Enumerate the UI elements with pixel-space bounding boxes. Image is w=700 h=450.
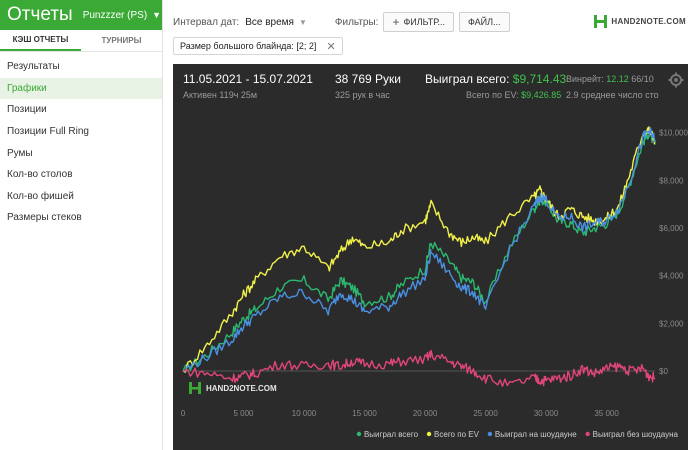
chart-watermark (189, 382, 201, 394)
file-button[interactable]: ФАЙЛ... (459, 12, 510, 32)
watermark-logo-icon (189, 382, 192, 394)
series-line-2 (183, 127, 656, 372)
watermark-logo-icon (198, 382, 201, 394)
ev-value: $9,426.85 (521, 90, 562, 100)
x-tick-label: 35 000 (594, 409, 619, 418)
sidebar: Отчеты Punzzzer (PS) ▼ КЭШ ОТЧЕТЫ ТУРНИР… (0, 0, 163, 450)
legend-dot (356, 431, 362, 437)
tab-tournaments[interactable]: ТУРНИРЫ (101, 36, 142, 45)
chevron-down-icon: ▼ (152, 10, 162, 20)
brand-bar: Отчеты Punzzzer (PS) ▼ (0, 0, 162, 30)
x-tick-label: 15 000 (352, 409, 377, 418)
winrate-tail: 66/10 (631, 74, 654, 84)
sidebar-item-results[interactable]: Результаты (7, 61, 60, 73)
winrate: Винрейт: 12.12 66/10 (566, 74, 654, 84)
series-line-3 (182, 349, 656, 387)
legend-label: Всего по EV (434, 430, 480, 439)
file-button-label: ФАЙЛ... (468, 17, 501, 27)
sidebar-item-positions[interactable]: Позиции (7, 104, 47, 116)
interval-label: Интервал дат: (173, 16, 240, 28)
filter-button[interactable]: + ФИЛЬТР... (383, 12, 454, 32)
date-range: 11.05.2021 - 15.07.2021 (183, 72, 313, 86)
series-line-0 (182, 131, 656, 372)
legend-label: Выиграл без шоудауна (593, 430, 679, 439)
winrate-label: Винрейт: (566, 74, 604, 84)
x-tick-label: 30 000 (534, 409, 559, 418)
avg-players: 2.9 среднее число сто (566, 90, 659, 100)
filters-label: Фильтры: (334, 16, 379, 28)
app-title: Отчеты (7, 4, 73, 25)
sidebar-item-table-count[interactable]: Кол-во столов (7, 169, 73, 181)
tab-cash-reports[interactable]: КЭШ ОТЧЕТЫ (0, 30, 81, 51)
ev-label: Всего по EV: (466, 90, 519, 100)
account-name: Punzzzer (PS) (82, 9, 148, 21)
sidebar-item-graphs[interactable]: Графики (0, 77, 162, 100)
account-selector[interactable]: Punzzzer (PS) ▼ (83, 10, 161, 21)
filter-chip-label: Размер большого блайнда: [2; 2] (180, 41, 317, 51)
y-tick-label: $4,000 (659, 272, 684, 281)
sidebar-item-stack-sizes[interactable]: Размеры стеков (7, 212, 82, 224)
stats-header: 11.05.2021 - 15.07.2021 Активен 119ч 25м… (173, 64, 688, 106)
legend-dot (426, 431, 432, 437)
watermark-text: HAND2NOTE.COM (206, 384, 277, 393)
legend-dot (585, 431, 590, 437)
legend-label: Выиграл на шоудауне (495, 430, 577, 439)
x-tick-label: 10 000 (292, 409, 317, 418)
report-list: Результаты Графики Позиции Позиции Full … (0, 52, 162, 229)
y-tick-label: $6,000 (659, 224, 684, 233)
active-time: Активен 119ч 25м (183, 90, 258, 100)
y-tick-label: $2,000 (659, 319, 684, 328)
y-tick-label: $0 (659, 367, 668, 376)
plus-icon: + (392, 15, 400, 29)
won-total: Выиграл всего: $9,714.43 (425, 72, 566, 86)
won-total-value: $9,714.43 (512, 72, 567, 86)
hands-per-hour: 325 рук в час (335, 90, 390, 100)
y-tick-label: $10,000 (659, 129, 688, 138)
filter-button-label: ФИЛЬТР... (403, 17, 445, 27)
toolbar: Интервал дат: Все время ▼ Фильтры: + ФИЛ… (163, 0, 700, 58)
won-total-label: Выиграл всего: (425, 72, 510, 86)
interval-select[interactable]: Все время ▼ (245, 17, 307, 28)
interval-value: Все время (245, 16, 294, 28)
x-tick-label: 25 000 (473, 409, 498, 418)
legend-label: Выиграл всего (364, 430, 419, 439)
hand2note-logo: HAND2NOTE.COM (594, 15, 686, 28)
sidebar-item-positions-full-ring[interactable]: Позиции Full Ring (7, 126, 89, 138)
ev-total: Всего по EV: $9,426.85 (466, 90, 561, 100)
gear-icon[interactable] (668, 72, 684, 88)
y-tick-label: $8,000 (659, 176, 684, 185)
legend-dot (487, 431, 493, 437)
report-tabs: КЭШ ОТЧЕТЫ ТУРНИРЫ (0, 30, 162, 52)
sidebar-item-rooms[interactable]: Румы (7, 147, 33, 159)
filter-row: Интервал дат: Все время ▼ Фильтры: + ФИЛ… (173, 12, 510, 32)
x-tick-label: 0 (181, 409, 186, 418)
chevron-down-icon: ▼ (298, 17, 307, 27)
hand2note-logo-icon (594, 15, 608, 28)
close-icon[interactable]: ✕ (326, 40, 336, 53)
x-tick-label: 20 000 (413, 409, 438, 418)
graph-panel: 11.05.2021 - 15.07.2021 Активен 119ч 25м… (173, 64, 688, 450)
winrate-value: 12.12 (606, 74, 629, 84)
logo-text: HAND2NOTE.COM (611, 17, 686, 26)
watermark-logo-icon (192, 387, 198, 390)
filter-chip[interactable]: Размер большого блайнда: [2; 2] ✕ (173, 37, 343, 55)
x-tick-label: 5 000 (233, 409, 254, 418)
series-line-1 (182, 126, 656, 373)
profit-chart: $0 $2,000 $4,000 $6,000 $8,000 $10,000 0 5 000 1… (181, 126, 688, 439)
sidebar-item-chip-count[interactable]: Кол-во фишей (7, 190, 74, 202)
hands-count: 38 769 Руки (335, 72, 401, 86)
